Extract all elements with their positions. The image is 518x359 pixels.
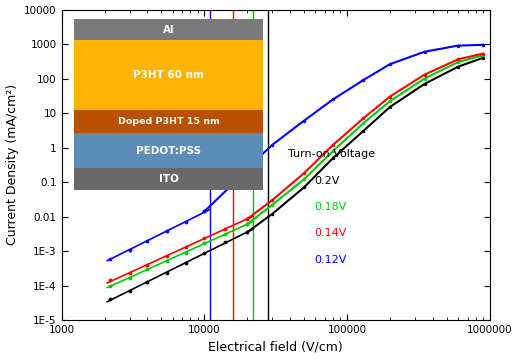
X-axis label: Electrical field (V/cm): Electrical field (V/cm) xyxy=(208,340,343,354)
Y-axis label: Current Density (mA/cm²): Current Density (mA/cm²) xyxy=(6,84,19,245)
Text: 0.14V: 0.14V xyxy=(314,228,347,238)
Text: 0.12V: 0.12V xyxy=(314,255,347,265)
Text: 0.18V: 0.18V xyxy=(314,202,347,212)
Text: 0.2V: 0.2V xyxy=(314,176,339,186)
Text: Turn-on Voltage: Turn-on Voltage xyxy=(289,149,376,159)
